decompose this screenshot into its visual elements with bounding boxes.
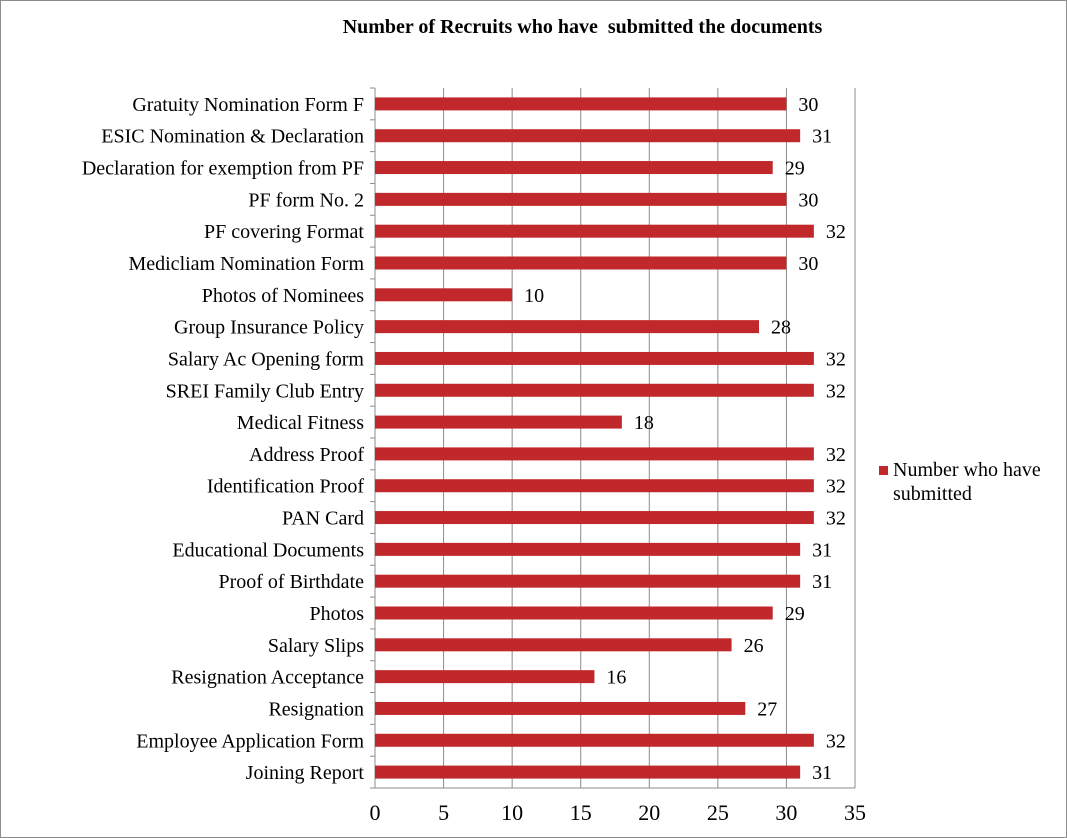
data-label: 28 [771, 317, 791, 339]
data-label: 30 [798, 94, 818, 116]
category-label: Group Insurance Policy [174, 317, 364, 339]
data-label: 30 [798, 189, 818, 211]
bar [375, 606, 773, 620]
data-label: 16 [606, 667, 626, 689]
legend-label: Number who have submitted [893, 459, 1041, 505]
data-label: 31 [812, 762, 832, 784]
category-label: PAN Card [282, 508, 364, 530]
chart-title: Number of Recruits who have submitted th… [342, 16, 823, 38]
data-label: 32 [826, 348, 846, 370]
category-label: Photos of Nominees [202, 285, 364, 307]
category-label: Employee Application Form [136, 730, 364, 752]
bar [375, 383, 814, 397]
data-label: 32 [826, 444, 846, 466]
bar [375, 542, 801, 556]
x-tick-label: 35 [844, 800, 866, 825]
category-label: ESIC Nomination & Declaration [101, 126, 364, 148]
bar [375, 192, 787, 206]
data-label: 32 [826, 476, 846, 498]
x-tick-label: 10 [501, 800, 523, 825]
data-label: 32 [826, 380, 846, 402]
bar [375, 97, 787, 111]
data-label: 27 [757, 698, 777, 720]
bar [375, 129, 801, 143]
bar [375, 161, 773, 175]
category-label: Photos [310, 603, 365, 625]
category-label: SREI Family Club Entry [166, 380, 364, 402]
category-label: Salary Ac Opening form [168, 348, 365, 370]
data-label: 32 [826, 730, 846, 752]
data-label: 18 [634, 412, 654, 434]
bar [375, 351, 814, 365]
data-label: 32 [826, 508, 846, 530]
bar [375, 256, 787, 270]
category-label: Medicliam Nomination Form [128, 253, 364, 275]
data-label: 29 [785, 603, 805, 625]
data-label: 29 [785, 158, 805, 180]
category-label: Identification Proof [207, 476, 365, 498]
bar [375, 701, 746, 715]
category-label: PF form No. 2 [248, 189, 364, 211]
data-label: 30 [798, 253, 818, 275]
bar [375, 479, 814, 493]
data-label: 31 [812, 539, 832, 561]
data-label: 31 [812, 571, 832, 593]
x-tick-label: 30 [775, 800, 797, 825]
x-tick-label: 15 [570, 800, 592, 825]
category-label: Salary Slips [268, 635, 364, 657]
x-tick-label: 5 [438, 800, 449, 825]
bar [375, 765, 801, 779]
legend: Number who have submitted [879, 458, 1067, 506]
legend-swatch [879, 466, 888, 475]
data-label: 31 [812, 126, 832, 148]
data-label: 26 [744, 635, 764, 657]
category-label: Proof of Birthdate [218, 571, 364, 593]
bar [375, 288, 513, 302]
bar [375, 447, 814, 461]
bar [375, 415, 622, 429]
category-label: Resignation [268, 698, 364, 720]
category-label: Declaration for exemption from PF [82, 158, 364, 180]
bar [375, 511, 814, 525]
data-label: 32 [826, 221, 846, 243]
bar [375, 320, 759, 334]
data-label: 10 [524, 285, 544, 307]
bar [375, 574, 801, 588]
category-label: Joining Report [246, 762, 365, 784]
bar [375, 224, 814, 238]
category-label: Address Proof [249, 444, 364, 466]
bar [375, 733, 814, 747]
category-label: Resignation Acceptance [171, 667, 364, 689]
x-tick-label: 20 [638, 800, 660, 825]
x-tick-label: 25 [707, 800, 729, 825]
category-label: Gratuity Nomination Form F [132, 94, 364, 116]
category-label: PF covering Format [204, 221, 364, 243]
bar [375, 638, 732, 652]
x-tick-label: 0 [370, 800, 381, 825]
category-label: Medical Fitness [237, 412, 364, 434]
category-label: Educational Documents [172, 539, 364, 561]
bar [375, 670, 595, 684]
